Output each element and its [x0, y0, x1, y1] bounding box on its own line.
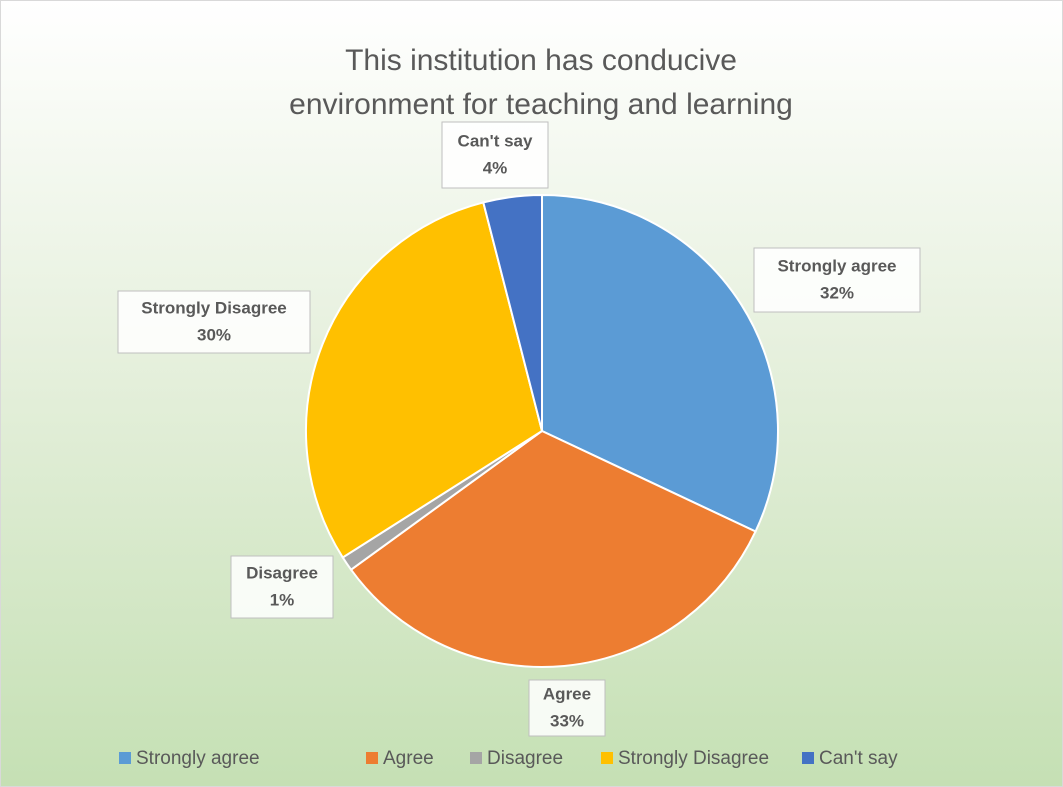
legend-label: Strongly agree	[136, 748, 260, 769]
label-category: Strongly Disagree	[141, 298, 287, 317]
label-value: 4%	[483, 158, 508, 177]
legend-swatch	[470, 752, 482, 764]
legend-label: Disagree	[487, 748, 563, 769]
legend-swatch	[366, 752, 378, 764]
label-value: 33%	[550, 711, 584, 730]
label-box	[117, 290, 311, 354]
data-label: Strongly agree 32%	[753, 247, 921, 313]
label-value: 32%	[820, 283, 854, 302]
label-value: 1%	[270, 590, 295, 609]
label-category: Disagree	[246, 563, 318, 582]
data-label: Disagree 1%	[230, 555, 334, 619]
legend-label: Agree	[383, 748, 434, 769]
legend-label: Strongly Disagree	[618, 748, 769, 769]
pie-slice	[305, 201, 544, 559]
label-box	[230, 555, 334, 619]
chart-title: This institution has conducive environme…	[289, 44, 793, 121]
legend-swatch	[119, 752, 131, 764]
legend-label: Can't say	[819, 748, 898, 769]
data-label: Can't say 4%	[441, 121, 549, 189]
pie-slice	[541, 193, 779, 533]
label-category: Strongly agree	[777, 256, 896, 275]
legend-swatch	[802, 752, 814, 764]
label-box	[528, 679, 606, 737]
label-box	[753, 247, 921, 313]
legend-swatch	[601, 752, 613, 764]
label-category: Can't say	[458, 131, 533, 150]
data-label: Agree 33%	[528, 679, 606, 737]
pie-slice	[482, 193, 543, 432]
data-label: Strongly Disagree 30%	[117, 290, 311, 354]
label-category: Agree	[543, 684, 591, 703]
label-box	[441, 121, 549, 189]
pie-slice	[349, 429, 757, 668]
label-value: 30%	[197, 325, 231, 344]
